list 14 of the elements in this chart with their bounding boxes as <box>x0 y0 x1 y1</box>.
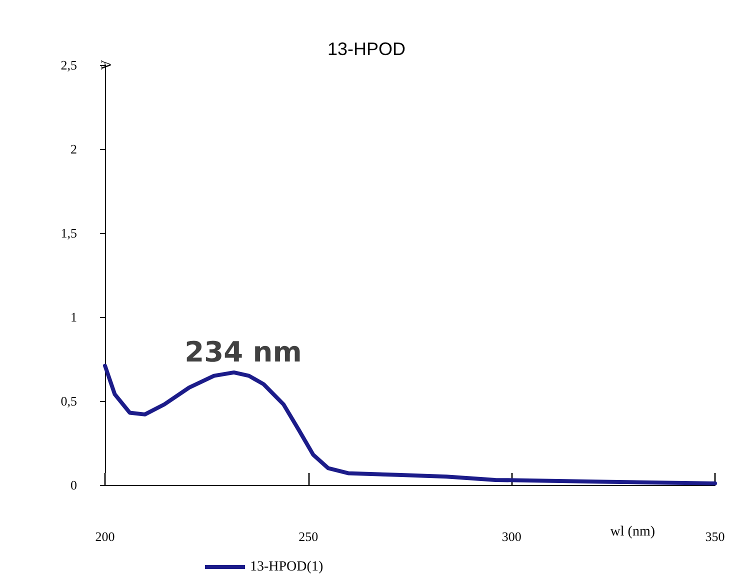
x-tick-label: 250 <box>298 529 318 544</box>
annotation: 234 nm <box>184 336 302 369</box>
y-tick-label: 1,5 <box>60 226 77 240</box>
y-tick-label: 2,5 <box>60 58 77 72</box>
y-tick-label: 2 <box>70 142 77 156</box>
y-tick-label: 0,5 <box>60 394 77 408</box>
legend-label: 13-HPOD(1) <box>250 560 324 574</box>
y-tick-label: 1 <box>70 310 77 324</box>
y-tick-label: 0 <box>70 478 77 492</box>
x-tick-label: 200 <box>95 529 115 544</box>
x-tick-label: 300 <box>502 529 522 544</box>
chart-title: 13-HPOD <box>327 39 406 59</box>
x-tick-label: 350 <box>705 529 725 544</box>
x-axis-title: wl (nm) <box>610 524 656 540</box>
